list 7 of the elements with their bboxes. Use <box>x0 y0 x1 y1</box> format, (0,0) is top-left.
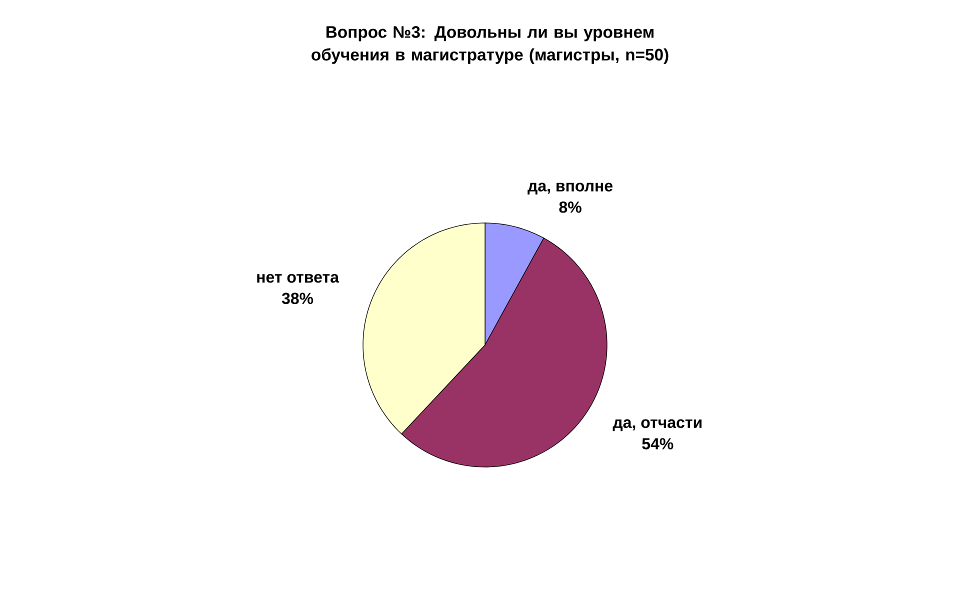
data-label: 8% <box>559 201 582 213</box>
chart-title: Вопрос №3: Довольны ли вы уровнем обучения в магистратуре (магистры, n=50) <box>312 26 668 64</box>
slice-label: нет ответа <box>257 274 340 283</box>
slice-label: да, вполне <box>528 182 613 195</box>
data-label: 54% <box>642 438 674 450</box>
slice-label: да, отчасти <box>612 419 702 432</box>
data-label: 38% <box>282 292 314 304</box>
